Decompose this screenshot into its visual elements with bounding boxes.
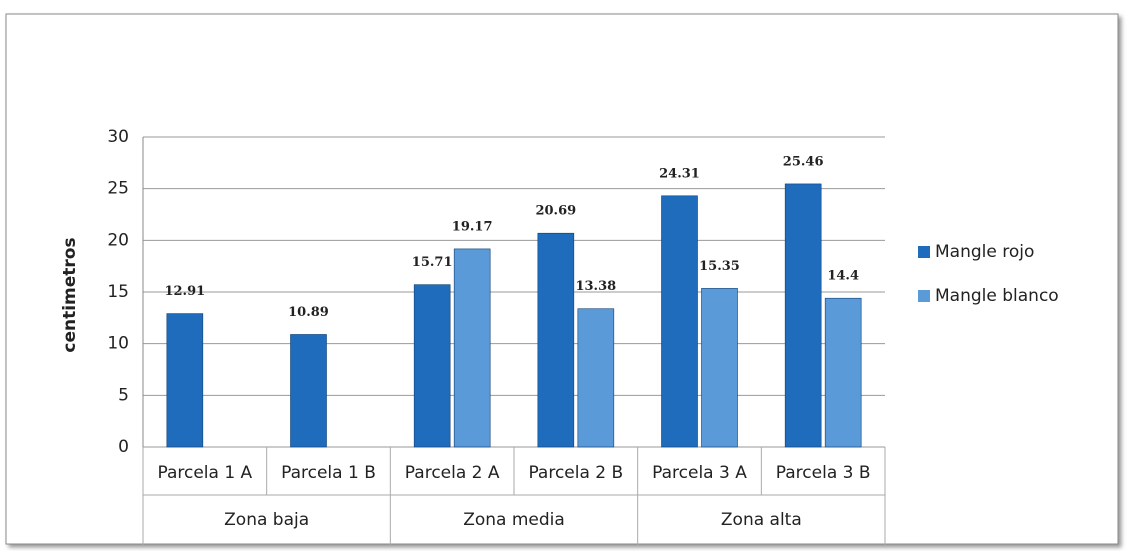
data-label: 15.71 bbox=[412, 255, 453, 270]
y-tick-label: 10 bbox=[107, 334, 129, 354]
data-label: 10.89 bbox=[288, 305, 329, 320]
group-label: Zona alta bbox=[721, 510, 802, 530]
x-tick-label: Parcela 2 B bbox=[528, 463, 623, 483]
bar bbox=[166, 313, 204, 448]
x-tick-label: Parcela 3 B bbox=[776, 463, 871, 483]
data-label: 15.35 bbox=[699, 259, 740, 274]
legend-label: Mangle blanco bbox=[935, 286, 1059, 306]
y-tick-label: 5 bbox=[118, 385, 129, 405]
data-label: 19.17 bbox=[452, 219, 493, 234]
x-tick-label: Parcela 2 A bbox=[405, 463, 500, 483]
y-tick-label: 30 bbox=[107, 127, 129, 147]
bar bbox=[290, 334, 327, 448]
group-label: Zona baja bbox=[224, 510, 309, 530]
legend-swatch bbox=[918, 290, 930, 302]
x-tick-label: Parcela 1 A bbox=[157, 463, 252, 483]
bar bbox=[824, 297, 862, 448]
bar bbox=[453, 248, 491, 448]
data-label: 12.91 bbox=[164, 284, 205, 299]
y-tick-label: 0 bbox=[118, 437, 129, 457]
data-label: 24.31 bbox=[659, 166, 700, 181]
legend-label: Mangle rojo bbox=[935, 242, 1034, 262]
legend-swatch bbox=[918, 246, 930, 258]
y-tick-label: 20 bbox=[107, 230, 129, 250]
bar bbox=[577, 308, 615, 448]
y-axis-title: centimetros bbox=[60, 237, 80, 352]
data-label: 13.38 bbox=[575, 279, 616, 294]
bar bbox=[701, 288, 738, 448]
bar bbox=[413, 284, 451, 448]
x-tick-label: Parcela 3 A bbox=[652, 463, 747, 483]
data-label: 25.46 bbox=[783, 154, 824, 169]
data-label: 20.69 bbox=[535, 204, 576, 219]
data-label: 14.4 bbox=[827, 269, 859, 284]
bar bbox=[661, 195, 698, 448]
group-label: Zona media bbox=[463, 510, 565, 530]
y-tick-label: 25 bbox=[107, 179, 129, 199]
y-tick-label: 15 bbox=[107, 282, 129, 302]
bar bbox=[784, 183, 822, 448]
x-tick-label: Parcela 1 B bbox=[281, 463, 376, 483]
bar bbox=[537, 232, 575, 448]
